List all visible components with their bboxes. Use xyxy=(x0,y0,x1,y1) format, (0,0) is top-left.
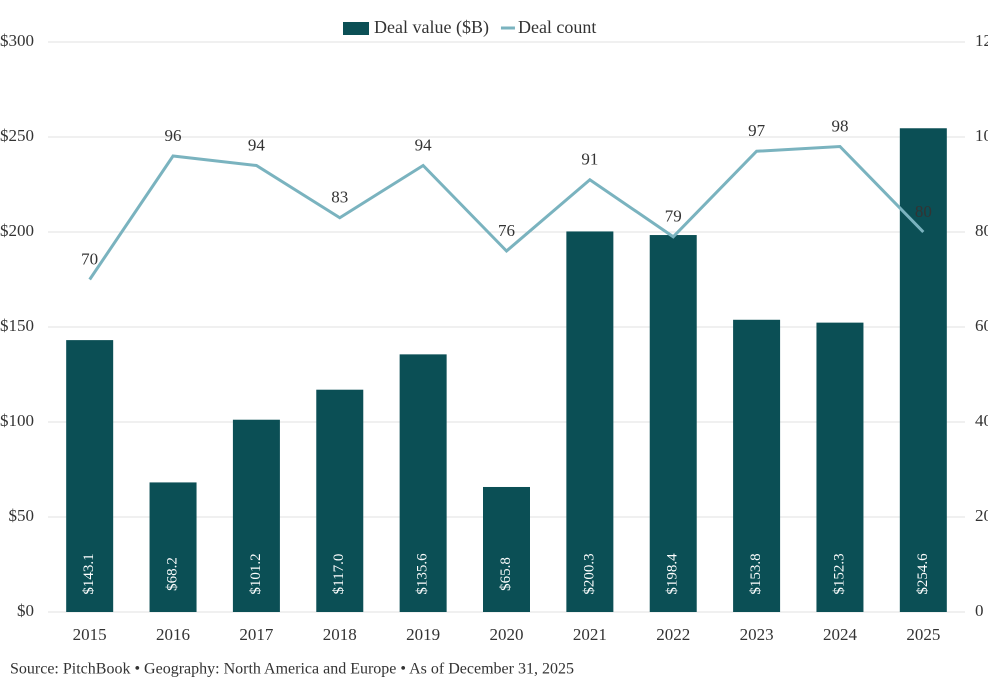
bar xyxy=(66,340,114,612)
x-tick-label: 2024 xyxy=(823,625,858,644)
x-tick-label: 2020 xyxy=(490,625,524,644)
line-value-label: 98 xyxy=(831,116,848,135)
x-tick-label: 2023 xyxy=(740,625,774,644)
y-tick-label: $250 xyxy=(0,126,34,145)
bar xyxy=(899,128,947,612)
line-value-label: 70 xyxy=(81,249,98,268)
y2-tick-label: 0 xyxy=(975,601,984,620)
bar xyxy=(149,482,197,612)
bar-value-label: $254.6 xyxy=(915,553,931,595)
bar-value-label: $153.8 xyxy=(748,553,764,594)
source-note: Source: PitchBook • Geography: North Ame… xyxy=(10,661,574,678)
x-tick-label: 2019 xyxy=(406,625,440,644)
y-tick-label: $50 xyxy=(9,506,35,525)
bar-value-label: $198.4 xyxy=(665,553,681,595)
y2-tick-label: 120 xyxy=(975,31,988,50)
bar-value-label: $152.3 xyxy=(831,553,847,594)
bar-value-label: $117.0 xyxy=(331,554,347,595)
y2-tick-label: 100 xyxy=(975,126,988,145)
y-tick-label: $100 xyxy=(0,411,34,430)
bar-value-label: $65.8 xyxy=(498,557,514,591)
bar-value-label: $143.1 xyxy=(81,553,97,594)
x-tick-label: 2022 xyxy=(656,625,690,644)
line-value-label: 94 xyxy=(248,135,266,154)
x-tick-label: 2025 xyxy=(906,625,940,644)
bar-value-label: $135.6 xyxy=(415,553,431,595)
x-tick-label: 2016 xyxy=(156,625,190,644)
y2-tick-label: 60 xyxy=(975,316,988,335)
line xyxy=(88,144,925,281)
y2-tick-label: 80 xyxy=(975,221,988,240)
x-tick-label: 2021 xyxy=(573,625,607,644)
y2-tick-label: 40 xyxy=(975,411,988,430)
y-tick-label: $150 xyxy=(0,316,34,335)
bar xyxy=(816,322,864,612)
legend-swatch xyxy=(343,22,369,35)
bar-value-label: $101.2 xyxy=(248,553,264,594)
y2-tick-label: 20 xyxy=(975,506,988,525)
legend-label: Deal value ($B) xyxy=(374,17,489,38)
line-value-label: 83 xyxy=(331,188,348,207)
x-tick-label: 2018 xyxy=(323,625,357,644)
bar xyxy=(232,419,280,612)
y-tick-label: $300 xyxy=(0,31,34,50)
line-value-label: 79 xyxy=(665,207,682,226)
y-tick-label: $200 xyxy=(0,221,34,240)
bar-value-label: $68.2 xyxy=(164,557,180,591)
bar xyxy=(399,354,447,612)
x-tick-label: 2015 xyxy=(73,625,107,644)
x-tick-label: 2017 xyxy=(239,625,274,644)
line-value-label: 97 xyxy=(748,121,766,140)
bar-value-label: $200.3 xyxy=(581,553,597,594)
line-value-label: 91 xyxy=(581,150,598,169)
bar xyxy=(483,486,530,612)
line-value-label: 96 xyxy=(165,126,182,145)
legend-label: Deal count xyxy=(518,17,596,37)
bar xyxy=(733,319,781,612)
line-value-label: 76 xyxy=(498,221,515,240)
bar xyxy=(649,235,697,613)
bar xyxy=(566,231,614,612)
y-tick-label: $0 xyxy=(17,601,34,620)
line-value-label: 94 xyxy=(415,135,433,154)
line-value-label: 80 xyxy=(915,202,932,221)
bar xyxy=(316,389,364,612)
